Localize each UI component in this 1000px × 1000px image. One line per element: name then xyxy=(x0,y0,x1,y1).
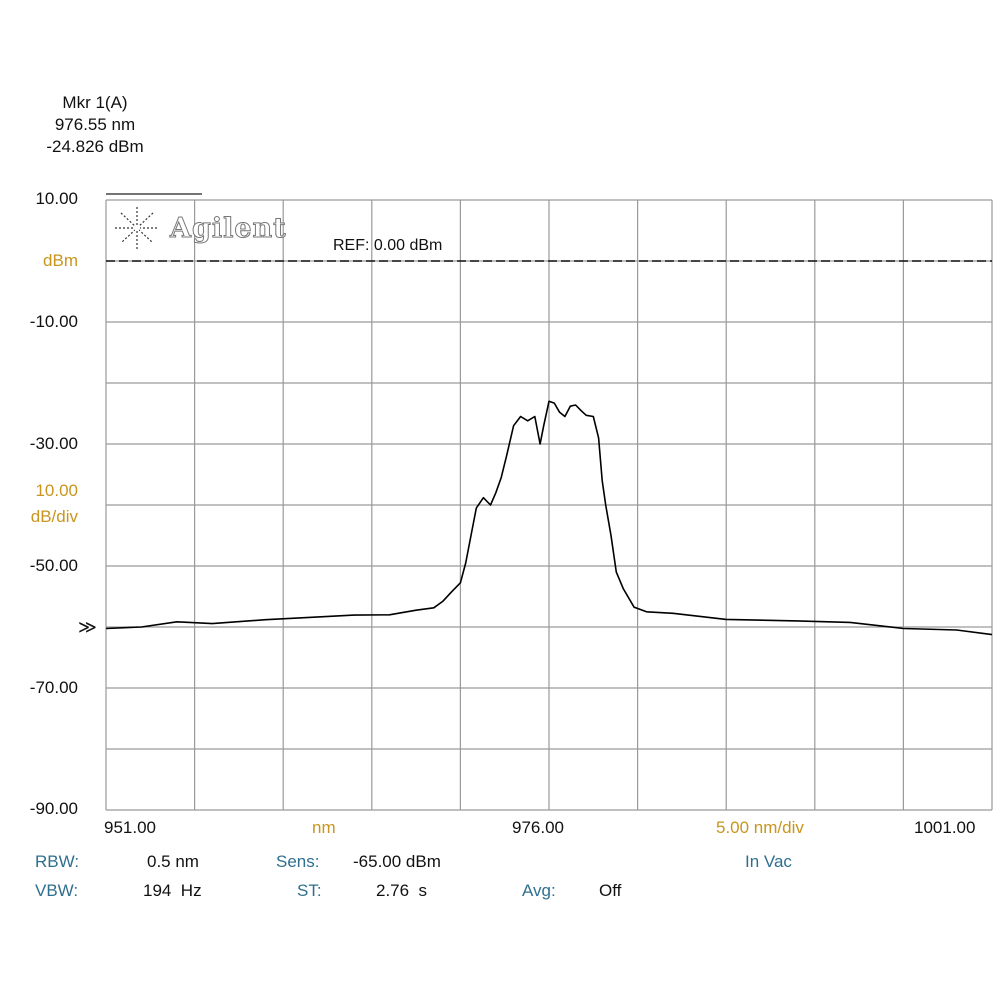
spectrum-trace xyxy=(105,400,993,636)
reference-arrow-icon: ≫ xyxy=(78,617,97,637)
vbw-value: 194 Hz xyxy=(143,881,202,900)
sens-label: Sens: xyxy=(276,852,320,871)
brand-name: Agilent xyxy=(170,212,287,244)
y-tick-minus70: -70.00 xyxy=(29,678,78,697)
agilent-logo: Agilent xyxy=(112,204,287,252)
avg-value: Off xyxy=(599,881,622,900)
y-scale-value: 10.00 xyxy=(35,481,78,500)
rbw-value: 0.5 nm xyxy=(147,852,199,871)
reference-label: REF: 0.00 dBm xyxy=(333,237,443,254)
marker-power: -24.826 dBm xyxy=(46,137,144,156)
st-label: ST: xyxy=(297,881,322,900)
y-unit-label: dBm xyxy=(43,251,78,270)
x-start-label: 951.00 xyxy=(104,818,156,837)
st-value: 2.76 s xyxy=(376,881,428,900)
x-center-label: 976.00 xyxy=(512,818,564,837)
vbw-label: VBW: xyxy=(35,881,79,900)
avg-label: Avg: xyxy=(522,881,556,900)
x-span-label: 5.00 nm/div xyxy=(716,818,804,837)
marker-wavelength: 976.55 nm xyxy=(54,115,136,134)
y-scale-unit: dB/div xyxy=(30,507,78,526)
marker-readout: Mkr 1(A) 976.55 nm -24.826 dBm xyxy=(20,92,170,158)
y-tick-minus50: -50.00 xyxy=(29,556,78,575)
plot-grid xyxy=(105,199,993,811)
agilent-spark-icon xyxy=(115,207,159,249)
y-tick-10: 10.00 xyxy=(35,189,78,208)
rbw-label: RBW: xyxy=(35,852,80,871)
medium-label: In Vac xyxy=(745,852,792,871)
sens-value: -65.00 dBm xyxy=(353,852,441,871)
y-tick-minus90: -90.00 xyxy=(29,799,78,818)
marker-title: Mkr 1(A) xyxy=(62,93,128,112)
x-stop-label: 1001.00 xyxy=(914,818,976,837)
y-tick-minus30: -30.00 xyxy=(29,434,78,453)
x-unit-label: nm xyxy=(312,818,336,837)
y-tick-minus10: -10.00 xyxy=(29,312,78,331)
